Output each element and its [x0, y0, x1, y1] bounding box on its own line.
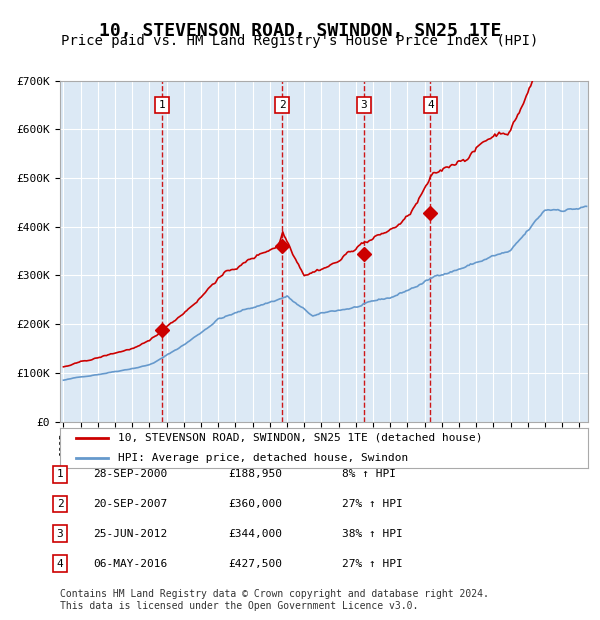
- Text: 8% ↑ HPI: 8% ↑ HPI: [342, 469, 396, 479]
- Text: £344,000: £344,000: [228, 529, 282, 539]
- Text: 25-JUN-2012: 25-JUN-2012: [93, 529, 167, 539]
- Text: £360,000: £360,000: [228, 499, 282, 509]
- Text: 20-SEP-2007: 20-SEP-2007: [93, 499, 167, 509]
- Text: Price paid vs. HM Land Registry's House Price Index (HPI): Price paid vs. HM Land Registry's House …: [61, 34, 539, 48]
- Text: 06-MAY-2016: 06-MAY-2016: [93, 559, 167, 569]
- Text: 3: 3: [361, 100, 367, 110]
- Text: 10, STEVENSON ROAD, SWINDON, SN25 1TE: 10, STEVENSON ROAD, SWINDON, SN25 1TE: [99, 22, 501, 40]
- Text: 27% ↑ HPI: 27% ↑ HPI: [342, 559, 403, 569]
- Text: 38% ↑ HPI: 38% ↑ HPI: [342, 529, 403, 539]
- Text: 2: 2: [56, 499, 64, 509]
- Text: 1: 1: [56, 469, 64, 479]
- Text: 10, STEVENSON ROAD, SWINDON, SN25 1TE (detached house): 10, STEVENSON ROAD, SWINDON, SN25 1TE (d…: [118, 433, 482, 443]
- Text: 27% ↑ HPI: 27% ↑ HPI: [342, 499, 403, 509]
- Text: £188,950: £188,950: [228, 469, 282, 479]
- Text: Contains HM Land Registry data © Crown copyright and database right 2024.
This d: Contains HM Land Registry data © Crown c…: [60, 589, 489, 611]
- Text: 4: 4: [56, 559, 64, 569]
- Text: HPI: Average price, detached house, Swindon: HPI: Average price, detached house, Swin…: [118, 453, 409, 463]
- Text: £427,500: £427,500: [228, 559, 282, 569]
- Text: 28-SEP-2000: 28-SEP-2000: [93, 469, 167, 479]
- Text: 4: 4: [427, 100, 434, 110]
- Text: 3: 3: [56, 529, 64, 539]
- Text: 1: 1: [159, 100, 166, 110]
- Text: 2: 2: [279, 100, 286, 110]
